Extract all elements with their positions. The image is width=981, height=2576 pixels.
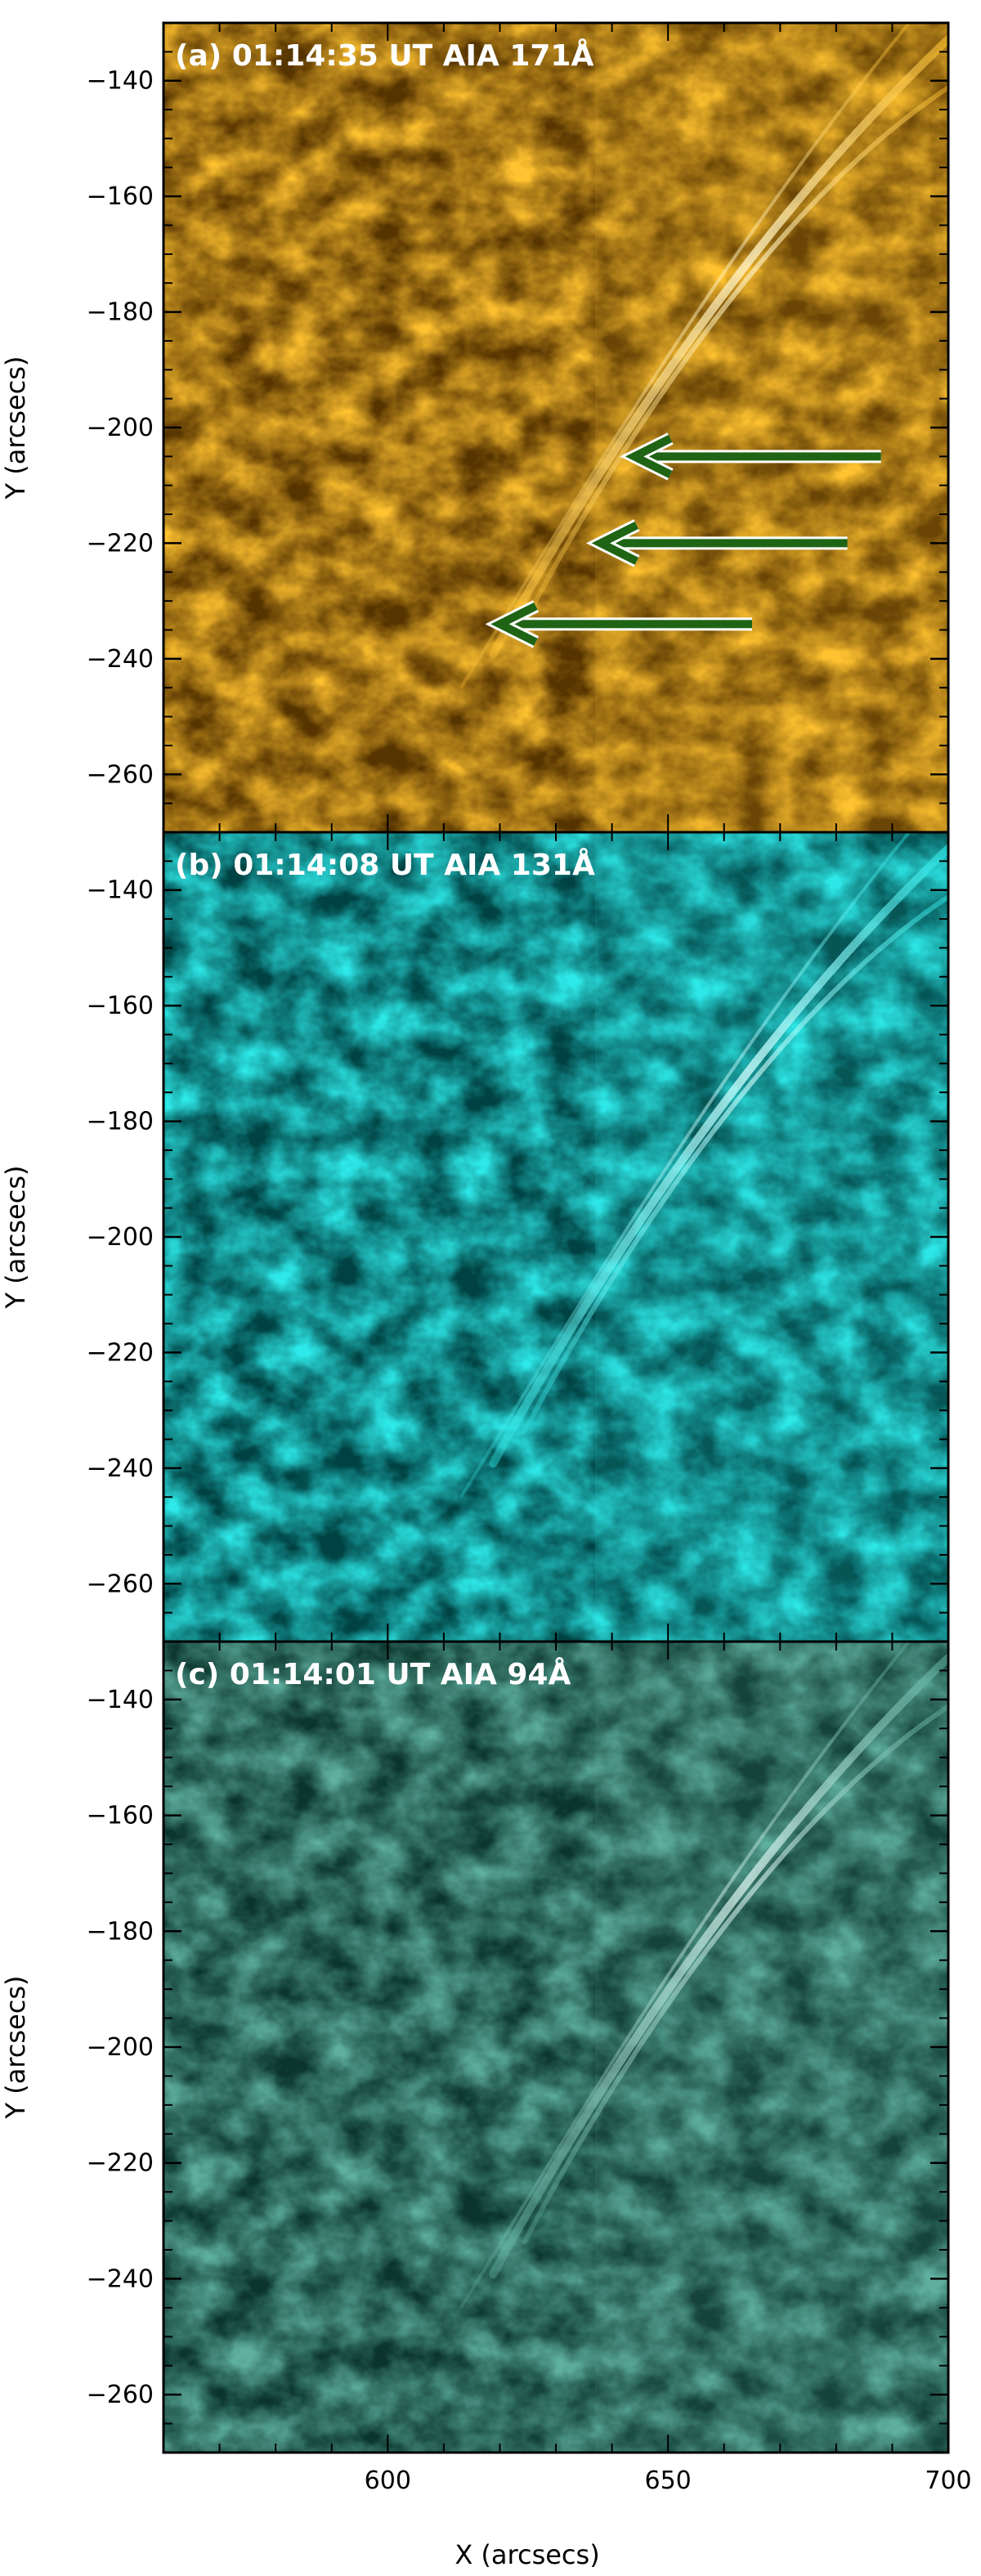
y-axis-label: Y (arcsecs) (0, 1166, 31, 1310)
panel-a: −140 −160 −180 −200 −220 −240 −260 Y (arcsecs) (… (0, 21, 950, 834)
panel-b: −140 −160 −180 −200 −220 −240 −260 Y (arcsecs) (… (0, 831, 950, 1643)
solar-image (164, 832, 948, 1642)
y-tick-label: −240 (87, 645, 154, 674)
y-tick-label: −160 (87, 182, 154, 211)
y-tick-label: −260 (87, 2381, 154, 2409)
x-axis-label: X (arcsecs) (455, 2539, 599, 2570)
y-tick-label: −140 (87, 876, 154, 905)
solar-image (164, 23, 948, 832)
y-tick-label: −220 (87, 529, 154, 558)
y-tick-label: −220 (87, 1338, 154, 1367)
arrow-3 (485, 600, 752, 648)
panel-title: (b) 01:14:08 UT AIA 131Å (175, 848, 595, 882)
panel-title: (c) 01:14:01 UT AIA 94Å (175, 1657, 571, 1691)
y-tick-label: −240 (87, 2265, 154, 2293)
y-tick-label: −220 (87, 2149, 154, 2178)
panel-title: (a) 01:14:35 UT AIA 171Å (175, 38, 594, 73)
y-axis-label: Y (arcsecs) (0, 1976, 31, 2120)
panel-c: −140 −160 −180 −200 −220 −240 −260 Y (arcsecs) (… (0, 1640, 950, 2454)
y-tick-label: −140 (87, 67, 154, 96)
y-tick-label: −260 (87, 1570, 154, 1598)
y-tick-label: −180 (87, 1108, 154, 1136)
y-tick-label: −200 (87, 414, 154, 442)
y-tick-label: −180 (87, 298, 154, 327)
x-tick-label: 650 (645, 2466, 692, 2495)
y-axis-label: Y (arcsecs) (0, 356, 31, 500)
x-tick-label: 700 (925, 2466, 971, 2495)
y-tick-label: −140 (87, 1686, 154, 1714)
y-tick-label: −200 (87, 2033, 154, 2062)
y-tick-label: −180 (87, 1917, 154, 1946)
y-tick-label: −160 (87, 1802, 154, 1830)
y-tick-label: −160 (87, 992, 154, 1020)
arrow-2 (585, 519, 848, 567)
y-tick-label: −200 (87, 1223, 154, 1252)
x-tick-label: 600 (365, 2466, 411, 2495)
y-tick-label: −260 (87, 760, 154, 789)
y-tick-label: −240 (87, 1454, 154, 1483)
arrow-1 (620, 432, 881, 481)
solar-image (164, 1642, 948, 2453)
